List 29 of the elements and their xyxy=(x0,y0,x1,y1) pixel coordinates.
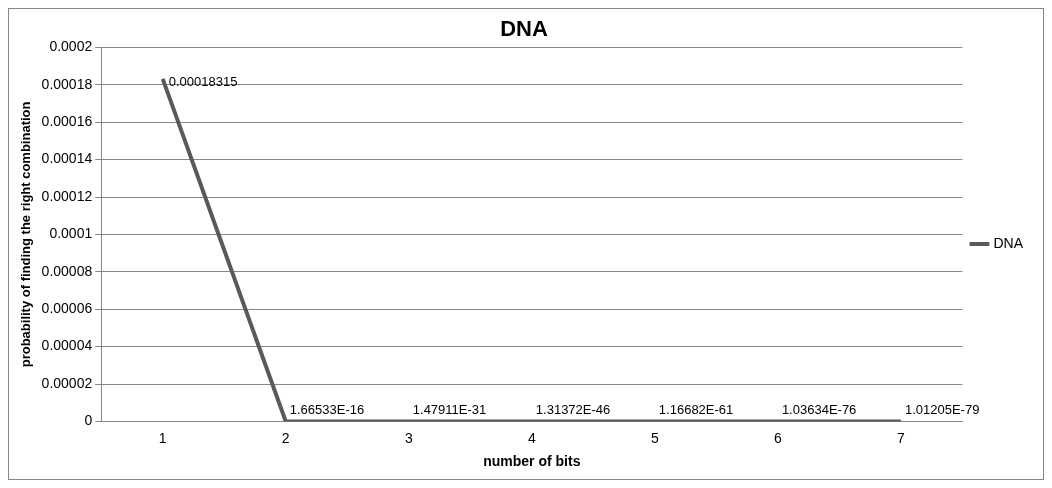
data-label: 1.47911E-31 xyxy=(412,402,487,418)
y-tick-label: 0.00002 xyxy=(41,374,93,391)
x-tick-label: 2 xyxy=(281,429,290,446)
data-label: 1.03634E-76 xyxy=(781,402,857,418)
y-tick-label: 0.00006 xyxy=(41,300,93,317)
x-tick-label: 1 xyxy=(158,429,167,446)
x-tick-label: 6 xyxy=(773,429,782,446)
data-label: 1.66533E-16 xyxy=(289,402,365,418)
x-axis-title: number of bits xyxy=(483,453,581,470)
legend-label: DNA xyxy=(993,234,1024,251)
x-tick-label: 4 xyxy=(527,429,536,446)
y-tick-label: 0.00008 xyxy=(41,262,93,279)
y-tick-label: 0.0001 xyxy=(49,225,93,242)
x-tick-label: 3 xyxy=(404,429,413,446)
x-tick-label: 5 xyxy=(650,429,659,446)
y-tick-label: 0.0002 xyxy=(49,38,93,55)
y-axis-title: probability of finding the right combination xyxy=(18,101,34,368)
x-tick-label: 7 xyxy=(897,429,906,446)
data-label: 0.00018315 xyxy=(168,74,238,90)
data-label: 1.16682E-61 xyxy=(658,402,734,418)
y-tick-label: 0 xyxy=(84,412,93,429)
y-tick-label: 0.00016 xyxy=(41,113,93,130)
data-label: 1.01205E-79 xyxy=(904,402,980,418)
chart-title: DNA xyxy=(500,16,548,42)
y-tick-label: 0.00014 xyxy=(41,150,93,167)
y-tick-label: 0.00012 xyxy=(41,187,93,204)
y-tick-label: 0.00004 xyxy=(41,337,93,354)
y-tick-label: 0.00018 xyxy=(41,75,93,92)
data-label: 1.31372E-46 xyxy=(535,402,611,418)
